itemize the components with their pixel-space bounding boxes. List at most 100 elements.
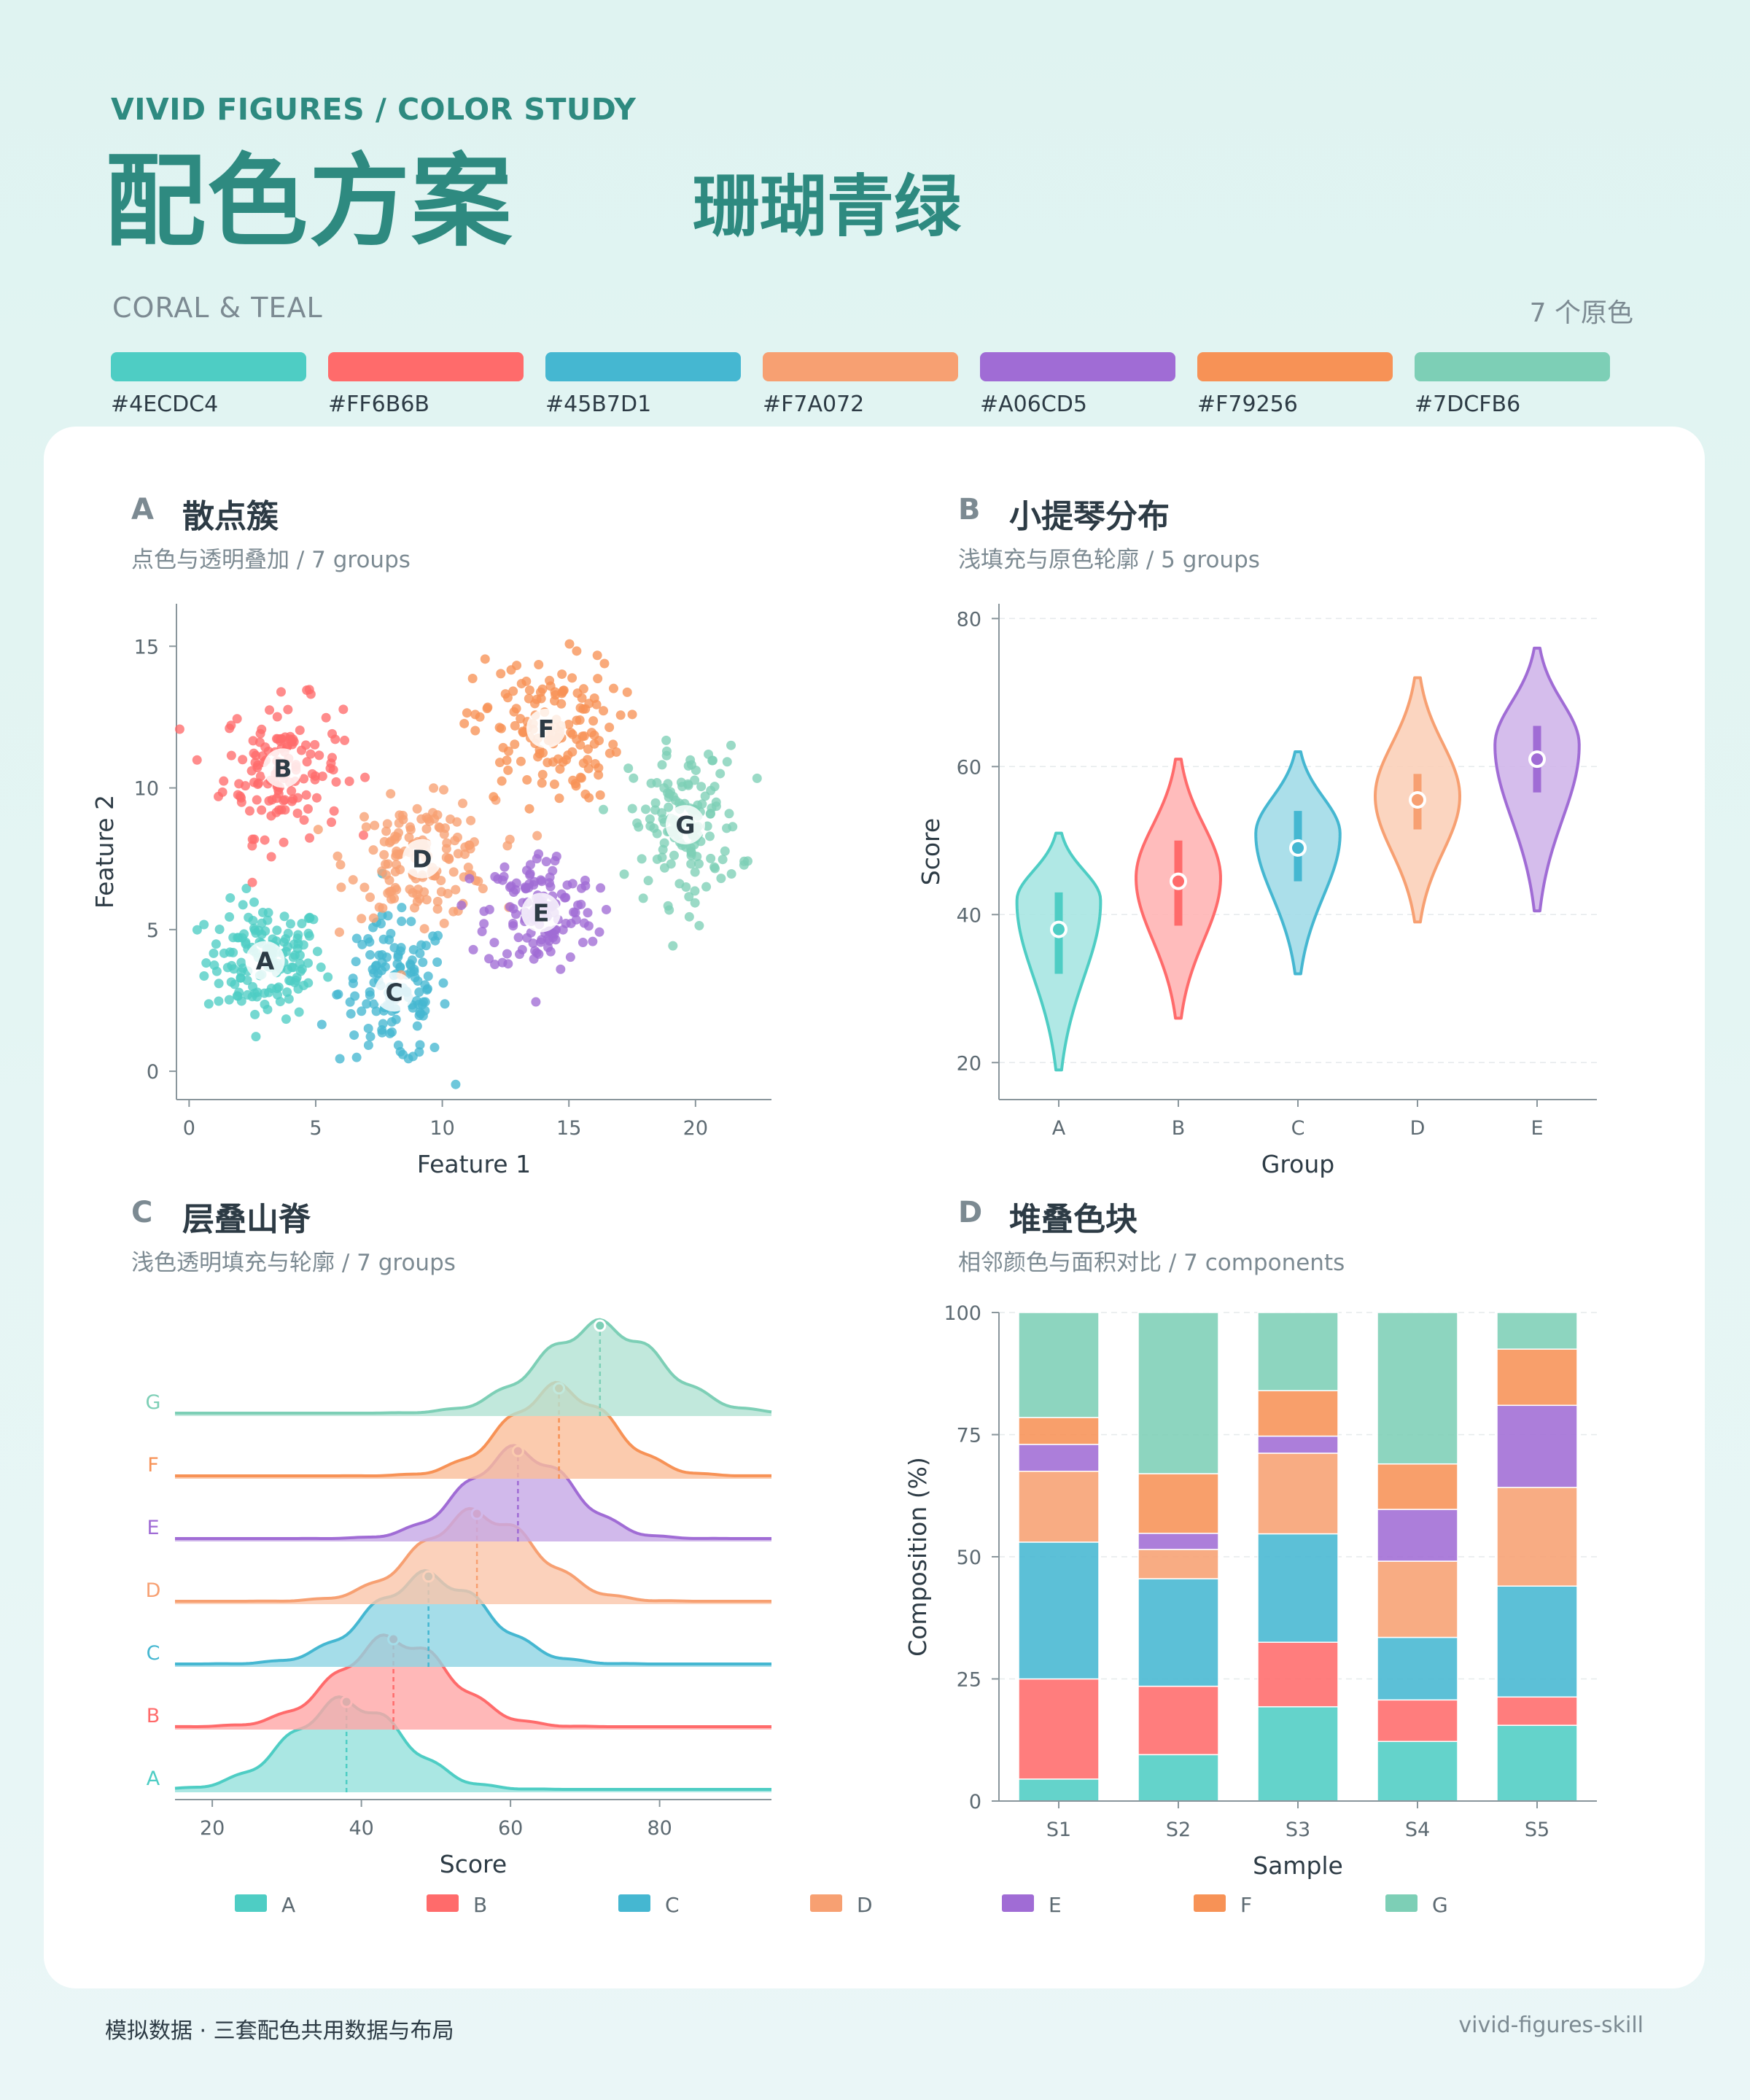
scatter-point	[233, 933, 243, 943]
scatter-point	[545, 882, 556, 892]
footer-note: 模拟数据 · 三套配色共用数据与布局	[105, 2018, 454, 2044]
scatter-point	[489, 792, 499, 802]
x-tick-label: 10	[429, 1117, 454, 1140]
scatter-point	[480, 654, 490, 664]
bar-segment-e	[1138, 1533, 1219, 1550]
scatter-point	[326, 758, 336, 769]
scatter-point	[646, 778, 656, 788]
violin-median	[1170, 872, 1187, 890]
legend-swatch	[1385, 1894, 1418, 1912]
scatter-point	[374, 902, 384, 912]
scatter-point	[541, 857, 551, 867]
scatter-point	[378, 934, 389, 944]
scatter-point	[368, 965, 378, 975]
scatter-point	[465, 844, 475, 854]
violin-median	[1050, 920, 1068, 938]
scatter-point	[706, 785, 716, 796]
scatter-point	[303, 958, 314, 968]
scatter-point	[334, 927, 344, 937]
scatter-point	[247, 877, 257, 887]
scatter-point	[532, 694, 542, 704]
scatter-point	[305, 913, 315, 923]
ridge-mean-marker	[594, 1319, 607, 1332]
scatter-point	[572, 715, 582, 726]
bar-segment-d	[1257, 1452, 1339, 1535]
scatter-point	[297, 919, 307, 929]
scatter-point	[569, 907, 579, 917]
ridge-label: G	[146, 1391, 161, 1414]
y-tick-label: 75	[957, 1425, 981, 1447]
scatter-point	[405, 825, 416, 835]
scatter-point	[351, 933, 362, 944]
scatter-point	[301, 790, 311, 800]
scatter-point	[575, 703, 586, 713]
scatter-point	[664, 802, 674, 812]
scatter-point	[226, 750, 236, 761]
scatter-point	[392, 860, 402, 870]
scatter-point	[226, 720, 236, 731]
bar-segment-f	[1377, 1463, 1458, 1510]
scatter-point	[395, 1046, 405, 1057]
scatter-point	[516, 679, 526, 689]
scatter-point	[701, 882, 712, 892]
scatter-point	[241, 884, 252, 894]
bar-segment-c	[1018, 1541, 1100, 1680]
scatter-point	[677, 782, 688, 792]
scatter-point	[619, 869, 629, 879]
cluster-label-badge	[262, 748, 303, 788]
ridge-label: D	[146, 1579, 161, 1602]
scatter-point	[335, 1054, 345, 1064]
violin-b	[1135, 758, 1222, 1020]
scatter-point	[389, 893, 400, 903]
scatter-point	[715, 769, 726, 779]
scatter-point	[414, 1047, 424, 1057]
scatter-point	[594, 763, 604, 773]
scatter-point	[340, 735, 350, 745]
scatter-point	[659, 863, 669, 873]
x-axis-label: Group	[1261, 1150, 1334, 1178]
scatter-point	[726, 740, 736, 750]
scatter-point	[395, 962, 405, 973]
scatter-point	[550, 696, 560, 706]
scatter-point	[379, 849, 389, 860]
scatter-point	[265, 705, 275, 715]
scatter-point	[464, 874, 475, 884]
scatter-point	[496, 669, 506, 679]
scatter-point	[313, 825, 323, 835]
scatter-point	[456, 901, 467, 911]
x-axis-label: Score	[440, 1850, 507, 1878]
panel-title: 层叠山脊	[182, 1201, 311, 1238]
scatter-point	[420, 980, 430, 990]
scatter-point	[232, 714, 242, 724]
scatter-point	[558, 925, 568, 935]
scatter-point	[303, 804, 313, 814]
scatter-point	[498, 742, 508, 752]
scatter-point	[484, 954, 494, 964]
scatter-point	[661, 735, 672, 745]
cluster-label: B	[273, 754, 292, 782]
legend-label: F	[1240, 1893, 1252, 1917]
scatter-point	[413, 976, 423, 986]
scatter-point	[302, 757, 312, 767]
scatter-point	[262, 915, 273, 925]
scatter-point	[365, 987, 375, 997]
swatch-bar	[980, 352, 1175, 381]
ridge-outline	[175, 1380, 772, 1477]
scatter-point	[690, 898, 700, 908]
bar-segment-e	[1496, 1404, 1578, 1488]
scatter-point	[489, 938, 499, 948]
bar-segment-b	[1138, 1685, 1219, 1756]
scatter-point	[510, 739, 520, 750]
scatter-point	[563, 750, 573, 761]
scatter-point	[580, 875, 590, 885]
scatter-point	[348, 973, 358, 984]
y-tick-label: 5	[147, 919, 159, 942]
scatter-point	[571, 781, 581, 791]
scatter-point	[272, 712, 282, 722]
scatter-point	[599, 706, 609, 716]
scatter-point	[684, 892, 694, 902]
scatter-point	[592, 650, 602, 661]
scatter-point	[583, 908, 593, 918]
swatch-bar	[545, 352, 741, 381]
scatter-point	[383, 888, 393, 898]
